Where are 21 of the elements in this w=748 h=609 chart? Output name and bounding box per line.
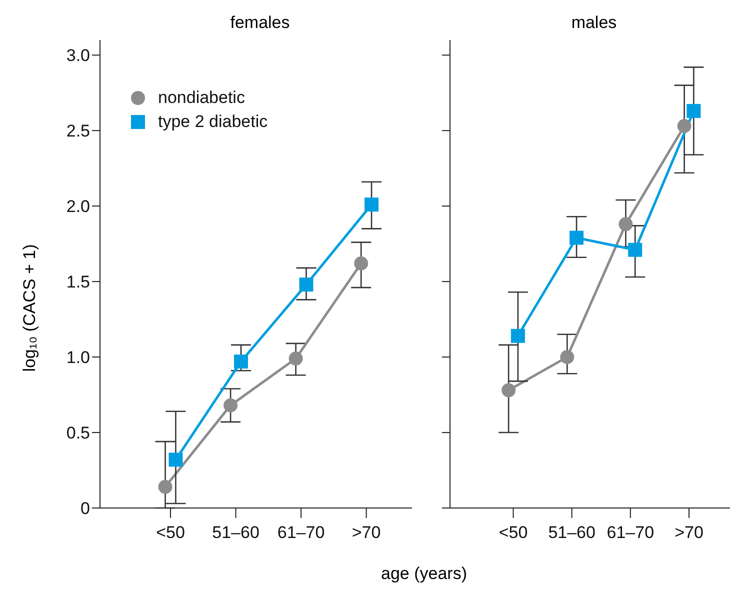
x-tick-label: <50	[156, 523, 185, 542]
x-tick-label: 61–70	[277, 523, 325, 542]
y-tick-label: 2.0	[66, 197, 90, 216]
y-tick-label: 0	[80, 499, 90, 518]
x-tick-label: 51–60	[548, 523, 596, 542]
x-tick-label: >70	[352, 523, 381, 542]
x-tick-label: <50	[498, 523, 528, 542]
y-tick-label: 1.5	[66, 272, 90, 292]
y-tick-label: 2.5	[66, 122, 90, 141]
chart-title: males	[570, 12, 618, 34]
x-tick-label: 51–60	[212, 523, 260, 542]
legend-label: type 2 diabetic	[158, 111, 268, 133]
y-tick-label: 3.0	[66, 46, 90, 66]
chart-title: females	[229, 12, 291, 34]
legend-label: nondiabetic	[158, 87, 245, 109]
y-tick-label: 0.5	[66, 424, 90, 443]
x-tick-label: 61–70	[606, 523, 654, 542]
y-axis-title: log₁₀ (CACS + 1)	[20, 244, 40, 372]
y-tick-label: 1.0	[66, 348, 90, 368]
x-tick-label: >70	[674, 523, 704, 542]
x-axis-title: age (years)	[380, 564, 468, 584]
